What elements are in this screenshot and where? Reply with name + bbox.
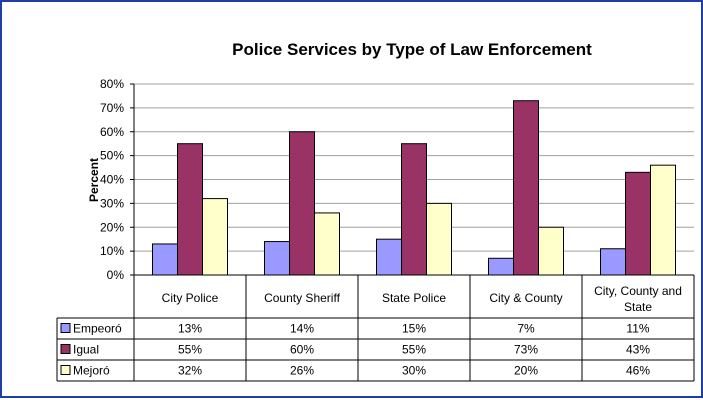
y-tick-label: 50% [100, 149, 124, 163]
data-label: 55% [402, 343, 426, 357]
bar [376, 238, 402, 276]
bar [264, 241, 290, 276]
y-axis-label: Percent [87, 158, 101, 202]
data-label: 13% [178, 322, 202, 336]
chart-title: Police Services by Type of Law Enforceme… [232, 40, 592, 59]
legend-label: Igual [73, 343, 99, 357]
data-label: 30% [402, 364, 426, 378]
bar [152, 243, 178, 276]
data-label: 32% [178, 364, 202, 378]
data-label: 7% [517, 322, 535, 336]
data-label: 55% [178, 343, 202, 357]
data-label: 46% [626, 364, 650, 378]
bar [401, 143, 427, 276]
y-tick-label: 80% [100, 77, 124, 91]
category-label: County Sheriff [264, 291, 340, 305]
y-tick-label: 20% [100, 220, 124, 234]
legend-label: Mejoró [73, 364, 110, 378]
legend-key [60, 344, 71, 354]
y-tick-label: 30% [100, 196, 124, 210]
bar [314, 212, 340, 276]
y-tick-label: 0% [107, 268, 125, 282]
legend-key [60, 323, 71, 333]
bar [488, 257, 514, 276]
category-label: City, County and [594, 284, 682, 298]
data-label: 73% [514, 343, 538, 357]
category-label: City & County [489, 291, 562, 305]
data-label: 14% [290, 322, 314, 336]
bar [600, 248, 626, 276]
data-label: 60% [290, 343, 314, 357]
y-tick-label: 10% [100, 244, 124, 258]
bar [538, 226, 564, 276]
legend-label: Empeoró [73, 322, 122, 336]
bar [202, 198, 228, 276]
bar [625, 171, 651, 276]
category-label: State Police [382, 291, 446, 305]
data-label: 43% [626, 343, 650, 357]
bar [426, 202, 452, 276]
bar [177, 143, 203, 276]
y-tick-label: 60% [100, 125, 124, 139]
bar [289, 131, 315, 276]
y-tick-label: 70% [100, 101, 124, 115]
data-label: 26% [290, 364, 314, 378]
bar [513, 100, 539, 276]
y-tick-label: 40% [100, 173, 124, 187]
data-label: 20% [514, 364, 538, 378]
category-label: City Police [162, 291, 219, 305]
legend-key [60, 365, 71, 375]
category-label: State [624, 300, 652, 314]
bar [650, 164, 676, 276]
data-label: 11% [626, 322, 649, 336]
data-label: 15% [402, 322, 426, 336]
